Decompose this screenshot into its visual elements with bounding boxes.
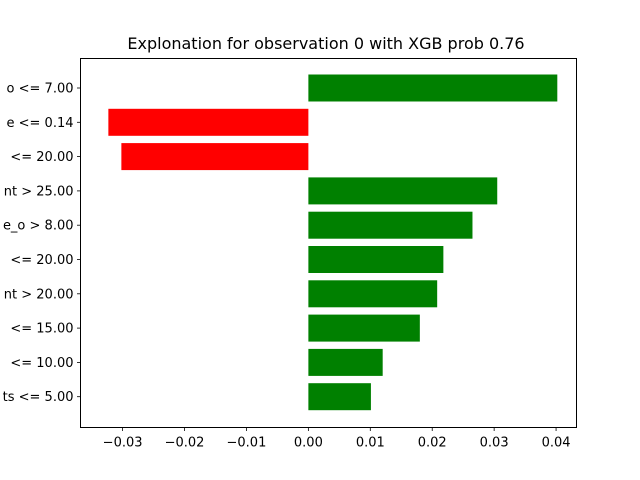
bar-1 — [108, 108, 309, 136]
bar-2 — [121, 143, 309, 171]
bar-5 — [308, 246, 444, 273]
x-tick-label-3: 0.00 — [294, 436, 323, 451]
x-tick-label-2: −0.01 — [227, 436, 267, 451]
x-tick-label-4: 0.01 — [356, 436, 385, 451]
y-tick-label-1: e <= 0.14 — [7, 116, 74, 131]
bar-6 — [308, 280, 438, 308]
x-tick-label-6: 0.03 — [480, 436, 509, 451]
y-tick-label-8: <= 10.00 — [10, 356, 73, 371]
x-tick-label-1: −0.02 — [165, 436, 205, 451]
bar-8 — [308, 348, 383, 376]
y-tick-label-6: nt > 20.00 — [4, 287, 74, 302]
x-tick-label-0: −0.03 — [103, 436, 143, 451]
bars-group — [108, 74, 558, 411]
y-tick-label-4: e_o > 8.00 — [3, 219, 74, 234]
bar-4 — [308, 211, 473, 239]
x-axis-ticks: −0.03 −0.02 −0.01 0.00 0.01 0.02 0.03 0.04 — [103, 427, 571, 451]
chart-title: Explonation for observation 0 with XGB p… — [127, 34, 524, 53]
x-tick-label-5: 0.02 — [418, 436, 447, 451]
y-tick-label-0: o <= 7.00 — [7, 82, 74, 97]
y-tick-label-3: nt > 25.00 — [4, 184, 74, 199]
bar-9 — [308, 383, 371, 411]
y-tick-label-2: <= 20.00 — [10, 150, 73, 165]
bar-3 — [308, 177, 498, 205]
x-tick-label-7: 0.04 — [542, 436, 571, 451]
y-tick-label-5: <= 20.00 — [10, 253, 73, 268]
y-tick-label-9: ts <= 5.00 — [3, 390, 74, 405]
bar-7 — [308, 314, 420, 342]
plot-frame — [80, 58, 577, 428]
y-axis-ticks: o <= 7.00 e <= 0.14 <= 20.00 nt > 25.00 e_o … — [3, 82, 81, 405]
y-tick-label-7: <= 15.00 — [10, 322, 73, 337]
bar-0 — [308, 74, 558, 102]
